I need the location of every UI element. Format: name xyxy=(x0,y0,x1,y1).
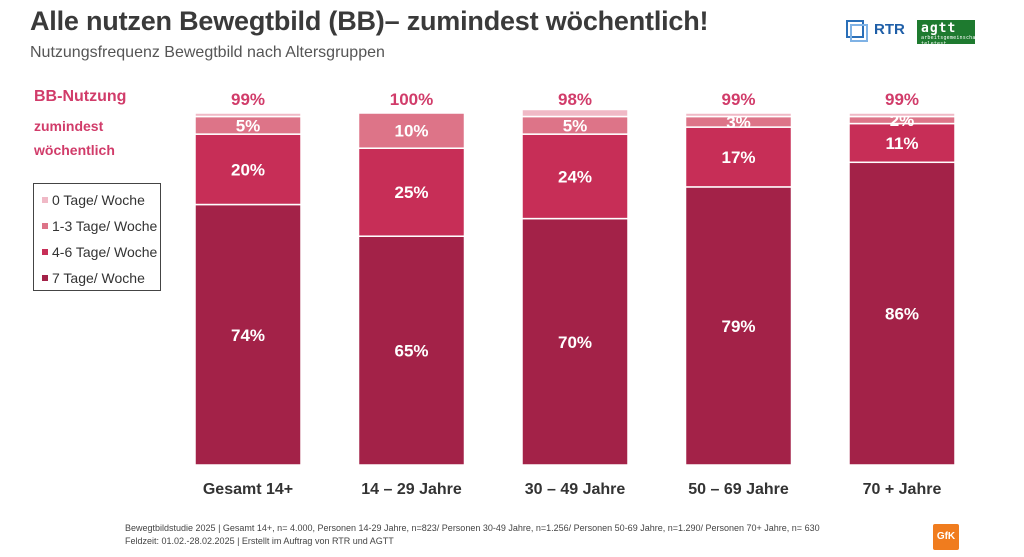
bar-segment xyxy=(848,161,956,466)
data-label: 86% xyxy=(885,305,919,324)
page-subtitle: Nutzungsfrequenz Bewegtbild nach Altersg… xyxy=(30,44,385,61)
total-label: 100% xyxy=(390,90,433,109)
footer-source: Bewegtbildstudie 2025 | Gesamt 14+, n= 4… xyxy=(125,522,820,548)
data-label: 11% xyxy=(885,134,918,153)
agtt-logo-subtext: arbeitsgemeinschaft teletest xyxy=(921,35,982,47)
data-label: 70% xyxy=(558,333,592,352)
bar-segment xyxy=(684,112,793,118)
bar-segment xyxy=(684,186,793,466)
bar-segment xyxy=(848,112,956,118)
bar-segment xyxy=(521,108,629,118)
gfk-logo: GfK xyxy=(933,524,959,550)
total-label: 99% xyxy=(885,90,919,109)
footer-line-2: Feldzeit: 01.02.-28.02.2025 | Erstellt i… xyxy=(125,536,394,546)
legend: 0 Tage/ Woche 1-3 Tage/ Woche 4-6 Tage/ … xyxy=(33,183,161,291)
legend-label: 0 Tage/ Woche xyxy=(52,192,145,208)
legend-swatch xyxy=(42,249,48,256)
bar-segment xyxy=(357,112,466,149)
data-label: 20% xyxy=(231,160,265,179)
legend-label: 1-3 Tage/ Woche xyxy=(52,218,158,234)
agtt-logo: agtt arbeitsgemeinschaft teletest xyxy=(917,20,982,47)
footer-line-1: Bewegtbildstudie 2025 | Gesamt 14+, n= 4… xyxy=(125,523,820,533)
data-label: 65% xyxy=(394,342,428,361)
bar-segment xyxy=(194,112,302,118)
legend-swatch xyxy=(42,197,48,204)
category-label: 50 – 69 Jahre xyxy=(688,481,789,498)
data-label: 24% xyxy=(558,167,592,186)
bar-segment xyxy=(194,133,302,206)
page-title: Alle nutzen Bewegtbild (BB)– zumindest w… xyxy=(30,6,709,36)
total-label: 99% xyxy=(231,90,265,109)
category-label: 14 – 29 Jahre xyxy=(361,481,462,498)
rtr-logo-square-icon-2 xyxy=(850,24,868,42)
bar-segment xyxy=(521,217,629,466)
rtr-logo-text: RTR xyxy=(874,21,905,38)
category-label: 30 – 49 Jahre xyxy=(525,481,626,498)
category-label: Gesamt 14+ xyxy=(203,481,293,498)
legend-label: 4-6 Tage/ Woche xyxy=(52,244,158,260)
total-label: 98% xyxy=(558,90,592,109)
data-label: 5% xyxy=(563,116,588,135)
bb-usage-sublabel: zumindest wöchentlich xyxy=(34,118,115,158)
bar-segment xyxy=(357,235,466,466)
legend-label: 7 Tage/ Woche xyxy=(52,270,145,286)
legend-item-4-6-days: 4-6 Tage/ Woche xyxy=(34,239,160,265)
category-label: 70 + Jahre xyxy=(863,481,942,498)
rtr-logo-square-icon xyxy=(846,20,864,38)
bar-segment xyxy=(357,147,466,237)
legend-item-7-days: 7 Tage/ Woche xyxy=(34,265,160,291)
bb-usage-label: BB-Nutzung xyxy=(34,88,127,105)
legend-swatch xyxy=(42,223,48,230)
data-label: 3% xyxy=(726,113,751,132)
data-label: 10% xyxy=(394,122,428,141)
data-label: 5% xyxy=(236,116,261,135)
legend-item-0-days: 0 Tage/ Woche xyxy=(34,187,160,213)
data-label: 25% xyxy=(394,183,428,202)
legend-item-1-3-days: 1-3 Tage/ Woche xyxy=(34,213,160,239)
rtr-logo: RTR xyxy=(846,20,910,42)
data-label: 17% xyxy=(721,148,755,167)
bar-segment xyxy=(194,203,302,466)
bar-segment xyxy=(521,133,629,220)
legend-swatch xyxy=(42,275,48,282)
bar-segment xyxy=(684,126,793,188)
data-label: 74% xyxy=(231,326,265,345)
bar-segment xyxy=(848,122,956,164)
agtt-logo-text: agtt xyxy=(921,21,957,36)
data-label: 79% xyxy=(721,317,755,336)
total-label: 99% xyxy=(721,90,755,109)
